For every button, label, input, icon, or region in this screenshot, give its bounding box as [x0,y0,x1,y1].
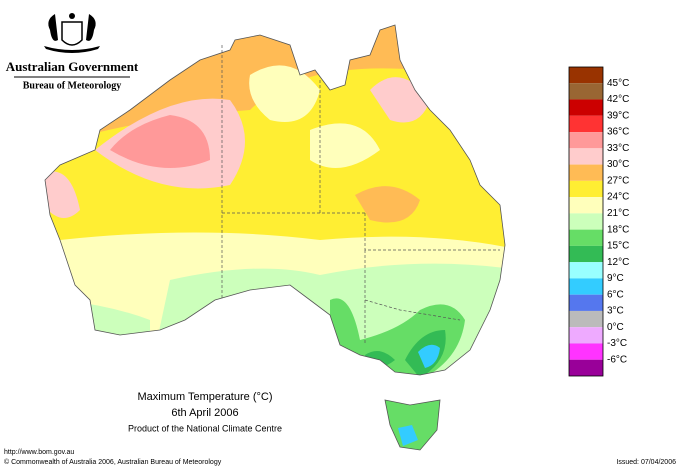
legend-label: 27°C [607,175,629,186]
legend-label: 42°C [607,94,629,105]
legend-swatch [569,115,603,133]
caption-date: 6th April 2006 [171,407,238,419]
legend-swatch [569,164,603,181]
legend-label: 6°C [607,289,624,300]
legend-swatch [569,213,603,230]
header-subtitle: Bureau of Meteorology [23,80,122,91]
legend-swatch [569,294,603,311]
footer-issued: Issued: 07/04/2006 [616,459,676,466]
legend-label: 18°C [607,224,629,235]
legend-swatch [569,245,603,263]
legend-label: 24°C [607,192,629,203]
legend-label: 30°C [607,159,629,170]
legend-swatch [569,99,603,116]
legend-swatch [569,132,603,149]
legend-swatch [569,148,603,165]
legend-swatch [569,278,603,295]
legend-swatch [569,343,603,360]
legend-label: -3°C [607,338,627,349]
legend: 45°C 42°C 39°C 36°C 33°C 30°C 27°C 24°C 21°C 18°C… [568,66,629,377]
legend-swatch [569,67,603,84]
legend-swatch [569,180,603,198]
footer-copyright: © Commonwealth of Australia 2006, Austra… [4,458,222,466]
legend-label: 15°C [607,241,629,252]
footer-url: http://www.bom.gov.au [4,449,74,456]
legend-frame [568,66,604,377]
legend-label: 0°C [607,322,624,333]
legend-swatch [569,83,603,100]
legend-swatch [569,229,603,246]
legend-swatch [569,359,603,376]
legend-swatch [569,327,603,344]
legend-label: 9°C [607,273,624,284]
legend-swatch [569,262,603,279]
legend-swatch [569,310,603,328]
legend-label: 21°C [607,208,629,219]
caption-product: Product of the National Climate Centre [128,423,282,433]
legend-label: 36°C [607,127,629,138]
legend-label: 39°C [607,110,629,121]
legend-label: 3°C [607,306,624,317]
header-title: Australian Government [6,59,139,74]
legend-label: 12°C [607,257,629,268]
legend-label: 33°C [607,143,629,154]
legend-label: 45°C [607,78,629,89]
coat-of-arms [44,13,100,53]
caption-title: Maximum Temperature (°C) [137,391,272,403]
legend-swatch [569,197,603,214]
legend-label: -6°C [607,354,627,365]
